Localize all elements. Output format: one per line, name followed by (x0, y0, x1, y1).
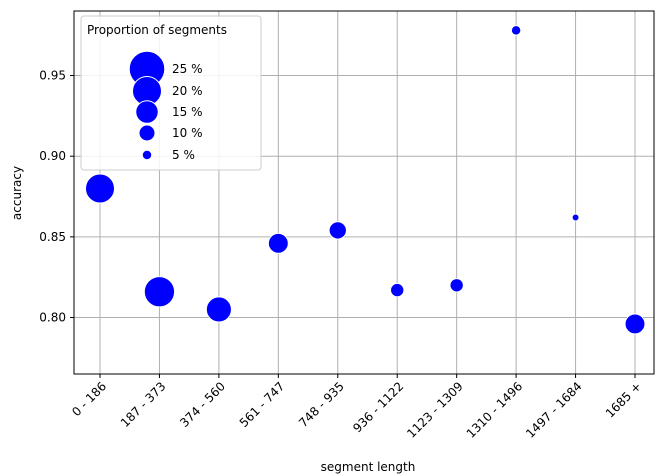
data-point (328, 221, 347, 240)
data-point (205, 296, 232, 323)
data-point (624, 313, 646, 335)
legend-entry-label: 25 % (172, 62, 203, 76)
x-tick-label: 748 - 935 (296, 379, 347, 430)
data-point (267, 232, 289, 254)
x-tick-label: 187 - 373 (118, 379, 169, 430)
plot-frame (73, 10, 655, 375)
data-point (571, 213, 580, 222)
y-tick-label: 0.95 (39, 69, 66, 83)
y-tick-label: 0.85 (39, 230, 66, 244)
x-tick-label: 374 - 560 (177, 379, 228, 430)
x-axis: 0 - 186 187 - 373 374 - 560 561 - 747 748 - … (69, 374, 644, 441)
legend-title: Proportion of segments (87, 23, 227, 37)
x-tick-label: 0 - 186 (69, 379, 109, 419)
legend-entry-label: 20 % (172, 84, 203, 98)
legend-marker (138, 124, 156, 142)
legend-marker (141, 149, 153, 161)
x-tick-label: 1123 - 1309 (404, 379, 466, 441)
legend-entry-label: 5 % (172, 148, 195, 162)
legend-entry-label: 15 % (172, 105, 203, 119)
x-tick-label: 561 - 747 (237, 379, 288, 430)
legend-entry-label: 10 % (172, 126, 203, 140)
x-axis-label: segment length (321, 460, 416, 474)
data-point (390, 282, 405, 298)
legend-box (80, 15, 262, 171)
legend-marker (135, 100, 159, 124)
x-tick-label: 1685 + (603, 379, 644, 420)
x-tick-label: 936 - 1122 (350, 379, 406, 435)
y-axis-label: accuracy (10, 166, 24, 220)
data-point (143, 276, 176, 308)
data-points (85, 25, 646, 335)
data-point (449, 278, 464, 293)
x-tick-label: 1310 - 1496 (464, 379, 526, 441)
y-axis: 0.80 0.85 0.90 0.95 (39, 69, 74, 325)
y-tick-label: 0.90 (39, 149, 66, 163)
data-point (85, 173, 115, 204)
y-tick-label: 0.80 (39, 311, 66, 325)
legend: Proportion of segments 25 % 20 % 15 % 10 % 5… (80, 15, 262, 171)
x-tick-label: 1497 - 1684 (523, 379, 585, 441)
data-point (510, 25, 522, 36)
